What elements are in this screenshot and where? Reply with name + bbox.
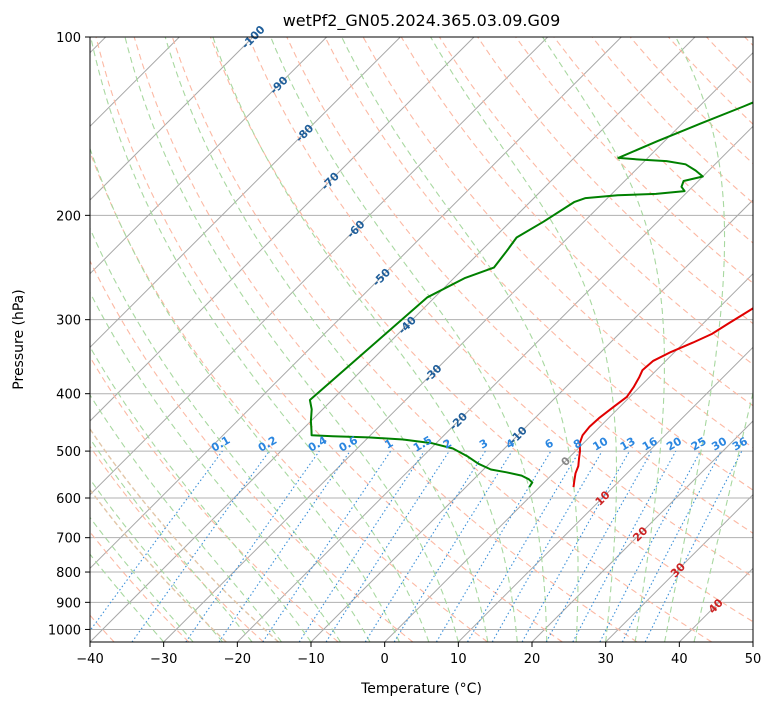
- moist-adiabat: [90, 516, 194, 642]
- isotherm-line: [90, 37, 696, 642]
- moist-adiabat: [542, 37, 665, 642]
- x-tick-label: 40: [671, 652, 688, 667]
- y-axis: 1000 900 800 700 600 500 400 300 200 100: [48, 31, 90, 638]
- dry-adiabat: [324, 37, 753, 491]
- x-tick-label: −20: [224, 652, 251, 667]
- isotherm-line: [605, 493, 753, 642]
- dry-adiabat: [90, 356, 339, 642]
- moist-adiabat: [90, 437, 253, 642]
- x-axis-title: Temperature (°C): [360, 681, 482, 697]
- moist-adiabat: [430, 37, 618, 642]
- dry-adiabats: [90, 37, 753, 642]
- temperature-profile: [572, 307, 753, 488]
- isotherm-line: [236, 125, 753, 642]
- y-axis-title: Pressure (hPa): [11, 289, 27, 389]
- moist-adiabat: [90, 227, 371, 642]
- isotherm-line: [90, 37, 254, 201]
- reference-curve: [90, 488, 227, 642]
- x-tick-label: −40: [76, 652, 103, 667]
- moist-adiabat: [90, 291, 341, 642]
- y-tick-label: 600: [56, 492, 81, 507]
- mixing-ratio-line: [185, 450, 320, 642]
- x-tick-label: 0: [381, 652, 389, 667]
- mixing-ratio-lines: [90, 450, 743, 642]
- mixing-ratio-line: [325, 450, 450, 642]
- plot-frame: [89, 36, 754, 643]
- dry-adiabat: [515, 37, 753, 284]
- moist-adiabat: [164, 37, 489, 642]
- y-tick-label: 200: [56, 209, 81, 224]
- moist-adiabat: [212, 37, 518, 642]
- x-tick-label: 20: [524, 652, 541, 667]
- dry-adiabat: [90, 445, 264, 642]
- x-tick-label: 50: [745, 652, 762, 667]
- isotherm-line: [531, 420, 753, 642]
- plot-background: [90, 37, 753, 642]
- isotherm-line: [90, 37, 549, 496]
- y-tick-label: 100: [56, 31, 81, 46]
- mixing-ratio-line: [131, 450, 270, 642]
- moist-adiabat: [270, 37, 548, 642]
- y-tick-label: 400: [56, 388, 81, 403]
- isotherm-line: [90, 37, 475, 422]
- moist-adiabat: [124, 37, 459, 642]
- y-tick-label: 300: [56, 314, 81, 329]
- x-tick-label: 10: [450, 652, 467, 667]
- isotherm-line: [384, 272, 753, 642]
- isotherm-line: [90, 37, 622, 570]
- y-tick-label: 1000: [48, 623, 81, 638]
- mixing-ratio-line: [90, 450, 223, 632]
- moist-adiabat: [693, 390, 753, 642]
- mixing-ratio-line: [644, 450, 743, 642]
- x-tick-label: 30: [597, 652, 614, 667]
- sounding-series: [308, 101, 753, 488]
- mixing-ratio-line: [545, 450, 653, 642]
- y-tick-label: 800: [56, 566, 81, 581]
- dry-adiabat: [90, 259, 414, 642]
- x-tick-label: −10: [297, 652, 324, 667]
- y-tick-label: 700: [56, 532, 81, 547]
- mixing-ratio-line: [393, 450, 513, 642]
- dewpoint-profile: [308, 101, 753, 488]
- pressure-gridlines: [90, 37, 753, 630]
- dry-adiabat: [286, 37, 753, 534]
- dry-adiabat: [171, 37, 712, 642]
- x-axis: −40 −30 −20 −10 0 10 20 30 40 50: [76, 642, 761, 667]
- moist-adiabat: [90, 345, 312, 642]
- extra-curves: [90, 427, 279, 642]
- dry-adiabat: [95, 37, 563, 642]
- mixing-ratio-line: [298, 450, 425, 642]
- moist-adiabat: [90, 553, 165, 642]
- dry-adiabat: [209, 37, 753, 623]
- isotherm-line: [90, 37, 401, 349]
- dry-adiabat: [248, 37, 753, 578]
- mixing-ratio-line: [572, 450, 677, 642]
- moist-adiabat: [90, 478, 224, 642]
- moist-adiabats: [90, 37, 753, 642]
- moist-adiabat: [90, 37, 430, 642]
- mixing-ratio-line: [218, 450, 351, 642]
- isotherm-line: [90, 37, 328, 275]
- isotherm-line: [457, 346, 753, 642]
- moist-adiabat: [664, 37, 726, 642]
- chart-title: wetPf2_GN05.2024.365.03.09.G09: [283, 11, 561, 31]
- y-tick-label: 500: [56, 445, 81, 460]
- mixing-ratio-line: [262, 450, 392, 642]
- y-tick-label: 900: [56, 596, 81, 611]
- moist-adiabat: [90, 393, 282, 642]
- mixing-ratio-line: [521, 450, 630, 642]
- x-tick-label: −30: [150, 652, 177, 667]
